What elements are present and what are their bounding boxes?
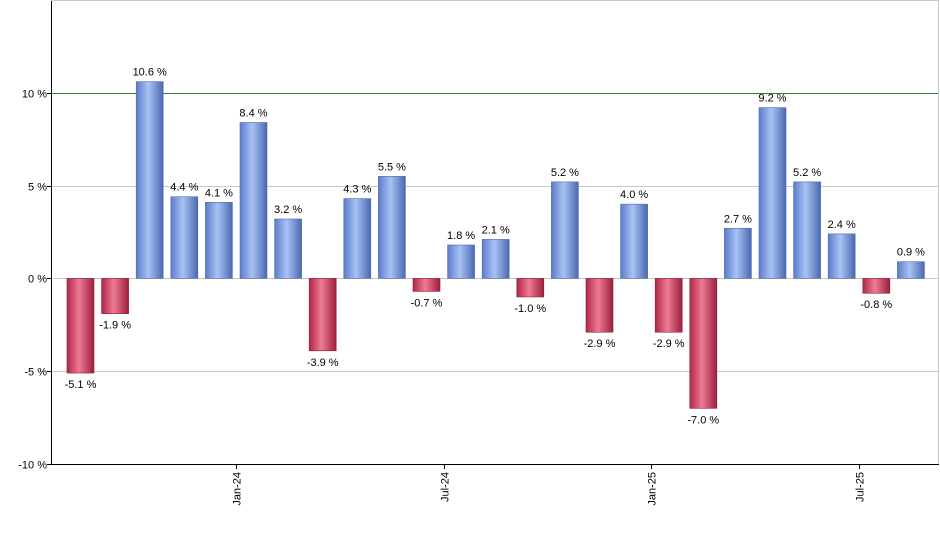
bar xyxy=(343,198,372,279)
bar-data-labels: -5.1 % -1.9 % 10.6 % 4.4 % 4.1 % 8.4 % 3.2 % -3… xyxy=(65,67,926,427)
bar xyxy=(447,244,475,279)
bar xyxy=(239,122,268,279)
bar-data-label: -5.1 % xyxy=(65,379,97,391)
x-axis-tick-labels: Jan-24 Jul-24 Jan-25 Jul-25 xyxy=(232,472,867,506)
bar xyxy=(516,278,545,298)
bar-data-label: 3.2 % xyxy=(274,204,302,216)
bar-data-label: 4.1 % xyxy=(205,187,233,199)
bar-data-label: -0.8 % xyxy=(860,299,892,311)
bar xyxy=(620,203,648,279)
bar xyxy=(308,278,337,352)
bar xyxy=(585,278,614,333)
x-tick-label: Jan-24 xyxy=(232,472,244,506)
bar-data-label: 4.3 % xyxy=(343,184,371,196)
bar xyxy=(170,196,199,279)
bar xyxy=(66,278,95,374)
y-axis-tick-labels: -10 % -5 % 0 % 5 % 10 % xyxy=(18,89,47,472)
bar-data-label: -1.9 % xyxy=(99,320,131,332)
bar xyxy=(378,176,406,279)
bar-data-label: -1.0 % xyxy=(514,303,546,315)
y-tick-label: 5 % xyxy=(28,182,47,194)
bar xyxy=(724,227,752,279)
bar xyxy=(101,278,129,314)
bar xyxy=(758,107,787,279)
bar xyxy=(654,278,683,333)
bar-data-label: 8.4 % xyxy=(239,107,267,119)
bar-data-label: 5.2 % xyxy=(551,167,579,179)
x-tick-label: Jul-25 xyxy=(855,472,867,502)
bar xyxy=(205,202,233,279)
bar xyxy=(135,81,164,279)
y-tick-label: 0 % xyxy=(28,274,47,286)
bars xyxy=(66,81,925,409)
bar-data-label: 2.7 % xyxy=(724,213,752,225)
bar-data-label: 4.4 % xyxy=(170,182,198,194)
bar-data-label: -7.0 % xyxy=(687,414,719,426)
bar xyxy=(481,239,510,279)
bar-data-label: 9.2 % xyxy=(758,93,786,105)
bar-data-label: 1.8 % xyxy=(447,230,475,242)
bar-data-label: 0.9 % xyxy=(897,247,925,259)
bar xyxy=(551,181,579,279)
bar-data-label: -0.7 % xyxy=(411,297,443,309)
y-tick-label: 10 % xyxy=(22,89,47,101)
bar-data-label: -3.9 % xyxy=(307,357,339,369)
x-tick-label: Jan-25 xyxy=(647,472,659,506)
y-tick-label: -10 % xyxy=(18,460,47,472)
bar xyxy=(862,278,891,294)
bar xyxy=(689,278,718,409)
bar xyxy=(412,278,441,292)
bar-data-label: 2.4 % xyxy=(828,219,856,231)
bar-data-label: 5.5 % xyxy=(378,161,406,173)
axes xyxy=(47,0,939,469)
bar-data-label: -2.9 % xyxy=(653,338,685,350)
bar xyxy=(793,181,821,279)
y-tick-label: -5 % xyxy=(24,367,47,379)
bar xyxy=(274,218,302,279)
bar-data-label: 2.1 % xyxy=(482,224,510,236)
bar-data-label: 4.0 % xyxy=(620,189,648,201)
x-tick-label: Jul-24 xyxy=(440,472,452,502)
bar xyxy=(827,233,856,279)
bar-data-label: -2.9 % xyxy=(584,338,616,350)
bar-data-label: 5.2 % xyxy=(793,167,821,179)
bar-data-label: 10.6 % xyxy=(133,67,167,79)
bar xyxy=(897,261,925,279)
